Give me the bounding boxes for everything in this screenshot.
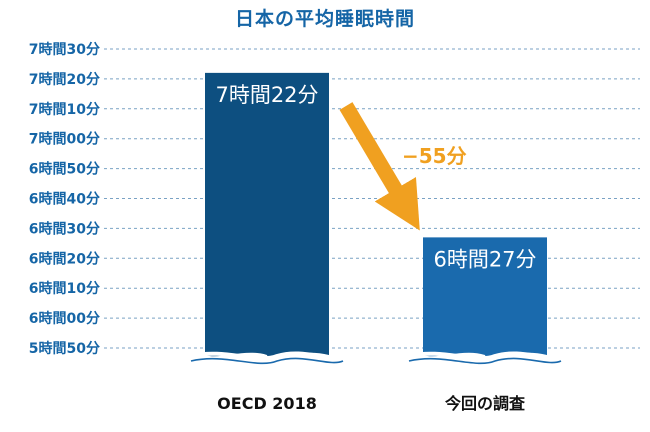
bar-value-label: 7時間22分 (215, 83, 318, 107)
y-tick-label: 6時間10分 (29, 280, 100, 297)
category-label: 今回の調査 (444, 394, 525, 413)
bar-value-label: 6時間27分 (433, 247, 536, 271)
chart-title: 日本の平均睡眠時間 (234, 8, 415, 30)
bar (423, 237, 547, 358)
y-tick-label: 7時間30分 (29, 41, 100, 58)
y-tick-label: 6時間50分 (29, 161, 100, 178)
axis-break-wave (190, 351, 344, 361)
bar (205, 72, 329, 358)
y-tick-label: 7時間00分 (29, 131, 100, 148)
axis-break-wave (408, 357, 562, 365)
difference-annotation: −55分 (339, 102, 467, 231)
gridlines (104, 48, 640, 349)
y-tick-label: 7時間10分 (29, 101, 100, 118)
y-tick-label: 7時間20分 (29, 71, 100, 88)
bar-data-labels: 7時間22分 6時間27分 (215, 83, 536, 271)
y-axis-ticks: 5時間50分 6時間00分 6時間10分 6時間20分 6時間30分 6時間40分 6時間5… (29, 41, 100, 357)
x-axis-categories: OECD 2018 今回の調査 (217, 394, 525, 413)
axis-break-wave (190, 357, 344, 365)
axis-break-wave (408, 351, 562, 361)
bars (190, 72, 562, 365)
y-tick-label: 6時間00分 (29, 310, 100, 327)
y-tick-label: 6時間20分 (29, 250, 100, 267)
y-tick-label: 6時間30分 (29, 220, 100, 237)
decrease-arrow (339, 102, 420, 231)
y-tick-label: 5時間50分 (29, 340, 100, 357)
y-tick-label: 6時間40分 (29, 191, 100, 208)
difference-label: −55分 (402, 144, 467, 168)
category-label: OECD 2018 (217, 394, 317, 413)
